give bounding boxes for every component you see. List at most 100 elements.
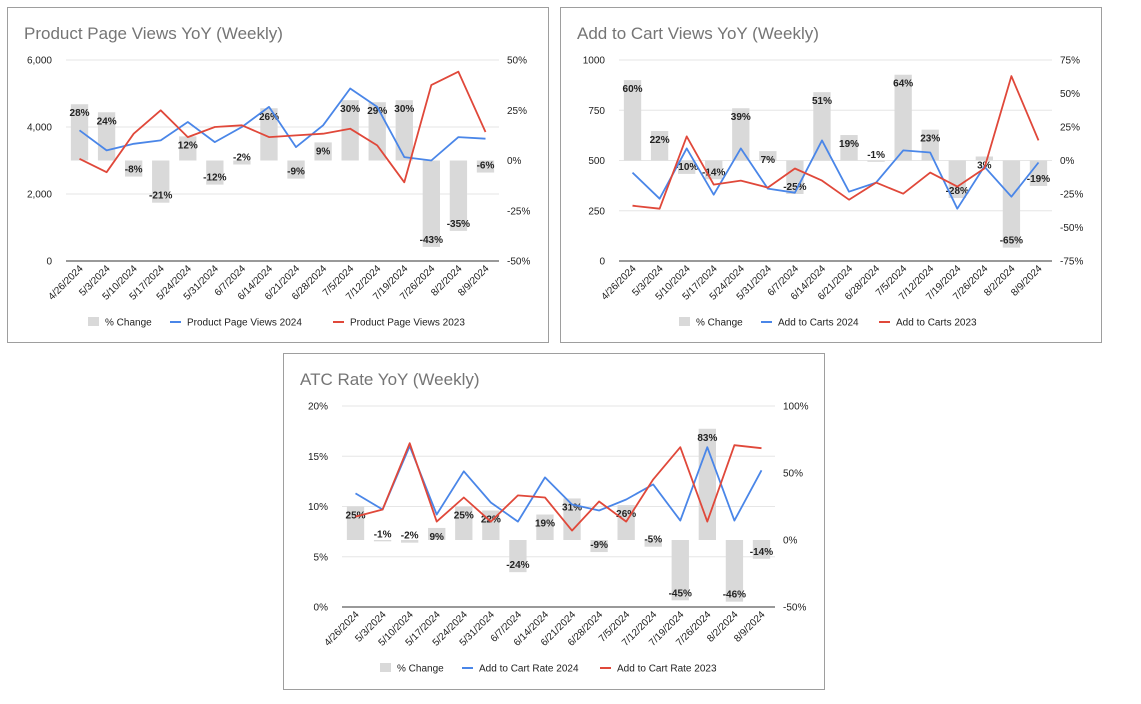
legend-label-2023: Product Page Views 2023 [350,318,465,329]
y-left-tick-label: 0% [314,603,329,614]
y-right-tick-label: 0% [507,156,522,167]
bar-percent-change [1002,160,1021,248]
legend-label-2023: Add to Carts 2023 [896,318,977,329]
y-right-tick-label: 50% [1060,89,1080,100]
y-right-tick-label: 25% [507,106,527,117]
y-right-tick-label: 100% [783,402,809,413]
bar-data-label: 26% [259,112,279,123]
y-left-tick-label: 15% [308,452,328,463]
bar-percent-change [725,540,744,602]
bar-data-label: -28% [946,186,969,197]
bar-data-label: 39% [731,112,751,123]
bar-data-label: 22% [481,515,501,526]
chart-svg: Add to Cart Views YoY (Weekly) 0 250 500 750… [577,24,1083,329]
bar-data-label: -46% [723,590,746,601]
bar-data-label: -14% [702,167,725,178]
bar-percent-change [894,74,912,161]
bar-data-label: 64% [893,79,913,90]
bar-data-label: -65% [1000,236,1023,247]
bar-data-label: 29% [367,106,387,117]
bar-data-label: -12% [203,173,226,184]
bar-percent-change [206,160,224,185]
bar-data-label: -9% [590,540,608,551]
bar-data-label: -1% [374,529,392,540]
y-left-tick-label: 10% [308,502,328,513]
bar-percent-change [341,100,359,161]
y-left-tick-label: 750 [588,106,605,117]
bar-data-label: -9% [287,167,305,178]
bar-data-label: -21% [149,191,172,202]
y-right-tick-label: -50% [783,603,806,614]
chart-svg: ATC Rate YoY (Weekly) 0% 5% 10% 15% 20% -50% 0%… [300,370,809,675]
bar-data-label: 24% [97,116,117,127]
bar-percent-change [759,151,777,161]
bar-data-label: -24% [506,560,529,571]
y-right-tick-label: 75% [1060,56,1080,67]
chart-panel-atc-rate: ATC Rate YoY (Weekly) 0% 5% 10% 15% 20% -50% 0%… [283,353,825,690]
legend-label-2024: Add to Carts 2024 [778,318,859,329]
series-line-2024 [631,139,1040,210]
bar-data-label: 30% [340,104,360,115]
bar-percent-change [975,156,994,161]
bar-data-label: -6% [477,161,495,172]
series-line-2023 [355,442,762,532]
y-left-tick-label: 6,000 [27,56,52,67]
bar-data-label: -14% [750,547,773,558]
legend-swatch-percent-change [679,317,690,326]
bar-data-label: -5% [644,535,662,546]
bar-data-label: -19% [1027,174,1050,185]
bar-percent-change [400,540,419,543]
bar-percent-change [428,527,446,540]
bar-data-label: -8% [125,165,143,176]
bar-percent-change [650,131,669,161]
y-left-tick-label: 1000 [583,56,606,67]
bar-percent-change [644,540,662,547]
y-right-tick-label: -75% [1060,257,1083,268]
x-tick-label: 4/26/2024 [322,609,362,649]
bar-percent-change [752,540,771,559]
y-right-tick-label: 50% [507,56,527,67]
y-left-tick-label: 500 [588,156,605,167]
bar-percent-change [476,160,495,173]
bar-data-label: 51% [812,96,832,107]
chart-title: Product Page Views YoY (Weekly) [24,24,283,43]
bar-percent-change [536,514,554,540]
bar-data-label: 26% [616,509,636,520]
bar-percent-change [449,160,468,231]
bar-data-label: 7% [761,155,776,166]
bar-data-label: 31% [562,502,582,513]
bar-percent-change [705,160,723,180]
bar-percent-change [373,540,392,542]
y-left-tick-label: 2,000 [27,190,52,201]
bar-data-label: -25% [783,182,806,193]
y-right-tick-label: -25% [507,206,530,217]
y-right-tick-label: -50% [507,257,530,268]
bar-percent-change [455,506,473,540]
bar-data-label: -35% [447,219,470,230]
y-right-tick-label: 0% [783,536,798,547]
bar-percent-change [395,100,413,161]
bar-data-label: 60% [623,84,643,95]
legend-label-2024: Product Page Views 2024 [187,318,302,329]
bar-data-label: 12% [178,140,198,151]
bar-data-label: -1% [867,150,885,161]
bar-percent-change [509,540,527,573]
y-right-tick-label: 25% [1060,123,1080,134]
bar-percent-change [623,80,642,161]
bar-data-label: -2% [233,153,251,164]
bar-percent-change [677,160,696,174]
bar-percent-change [732,108,750,161]
bar-percent-change [671,540,689,601]
bar-data-label: 9% [429,532,444,543]
chart-svg: Product Page Views YoY (Weekly) 0 2,000 4,0… [24,24,530,329]
x-tick-label: 4/26/2024 [599,263,639,303]
bar-percent-change [563,498,581,540]
bar-data-label: 25% [454,511,474,522]
bar-percent-change [179,136,197,161]
y-left-tick-label: 20% [308,402,328,413]
x-tick-label: 4/26/2024 [46,263,86,303]
y-right-tick-label: 0% [1060,156,1075,167]
bar-percent-change [590,540,608,553]
chart-title: ATC Rate YoY (Weekly) [300,370,480,389]
series-line-2024 [78,87,486,162]
